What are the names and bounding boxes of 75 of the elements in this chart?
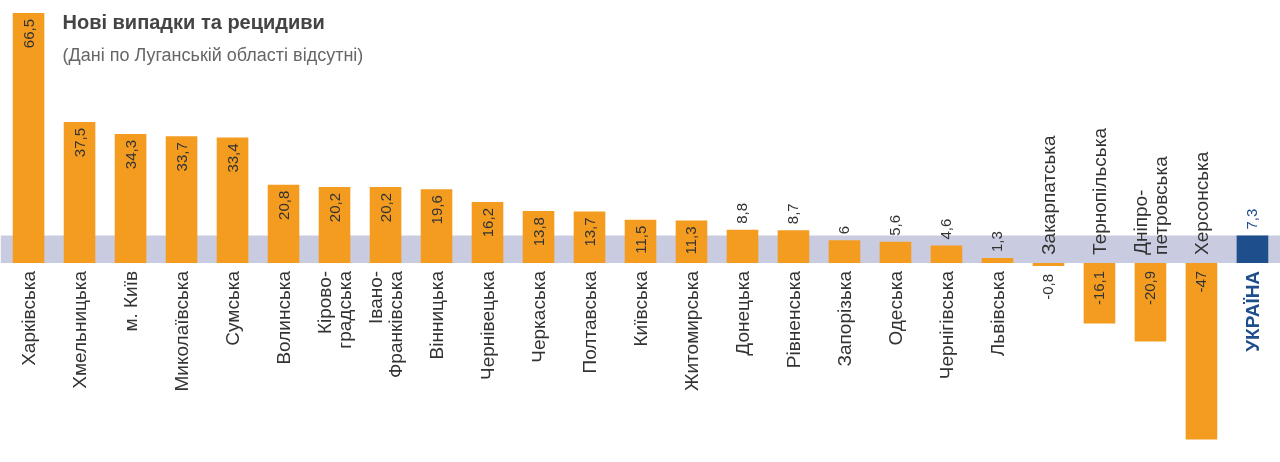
bar [114,134,147,263]
x-tick-label: Вінницька [426,270,448,360]
data-label: 4,6 [937,218,955,240]
data-label: 8,8 [733,202,751,224]
x-tick-label: Рівненська [782,270,804,369]
x-tick-label: Івано- Франківська [365,270,406,379]
bar [63,121,96,263]
bar [216,137,249,263]
x-tick-label: Дніпро- петровська [1129,155,1171,255]
data-label: 33,4 [223,143,241,173]
data-label: 6 [835,226,853,235]
x-tick-label: Одеська [884,270,906,346]
chart-title: Нові випадки та рецидиви [62,10,325,33]
x-tick-label: Полтавська [579,270,600,374]
bar [1032,262,1065,266]
bar [930,245,963,263]
data-label: 33,7 [172,142,190,172]
bar [1236,235,1269,263]
data-label: 20,8 [274,190,292,220]
bar [675,220,708,263]
data-label: 19,6 [427,195,445,225]
bar [165,136,198,263]
bar [12,13,45,263]
x-tick-label: м. Київ [120,270,142,332]
x-tick-label: Київська [630,270,651,347]
bar [879,241,912,263]
data-label: -20,9 [1141,270,1159,306]
bar [828,240,861,263]
bar [318,186,351,263]
data-label: -16,1 [1090,270,1108,306]
data-label: 7,3 [1243,208,1261,230]
bar [981,258,1014,263]
bar [726,229,759,263]
x-tick-label: Кірово- градська [314,270,355,349]
bar [420,189,453,263]
x-tick-label: Херсонська [1190,151,1212,255]
data-label: 5,6 [886,215,904,236]
x-tick-label: Запорізька [833,270,855,367]
data-label: 37,5 [70,127,88,158]
x-tick-label: Львівська [986,270,1008,357]
x-tick-label: Волинська [273,270,295,365]
data-label: -0,8 [1039,273,1057,300]
data-label: 11,3 [682,226,700,255]
data-label: 34,3 [121,140,139,170]
bar [1083,262,1116,324]
x-tick-label: Донецька [731,270,753,356]
data-label: 20,2 [325,192,343,223]
x-tick-label: Чернігівська [935,270,957,380]
x-tick-label: УКРАЇНА [1241,270,1263,352]
x-tick-label: Харківська [18,270,40,366]
bar [1134,262,1167,342]
x-tick-label: Хмельницька [69,270,91,389]
data-label: 66,5 [19,18,37,49]
data-label: 13,8 [529,217,547,247]
bar [369,186,402,263]
text: (Дані по Луганській області відсутні) [62,44,364,65]
x-tick-label: Сумська [222,270,244,346]
x-tick-label: Черкаська [528,270,550,363]
data-label: 20,2 [376,192,394,223]
x-tick-label: Чернівецька [477,270,499,380]
data-label: 11,5 [631,225,649,254]
x-tick-label: Житомирська [681,270,702,392]
bar [573,211,606,263]
x-tick-label: Тернопільська [1088,127,1110,255]
bar [267,184,300,263]
data-label: 8,7 [784,203,802,225]
bar [471,202,504,263]
data-label: 16,2 [478,208,496,238]
x-tick-label: Закарпатська [1037,134,1059,255]
data-label: 1,3 [988,231,1006,253]
bar [1185,262,1218,440]
data-label: 13,7 [580,217,598,247]
bar [777,230,810,263]
data-label: -47 [1192,270,1210,293]
x-tick-label: Миколаївська [171,270,193,392]
